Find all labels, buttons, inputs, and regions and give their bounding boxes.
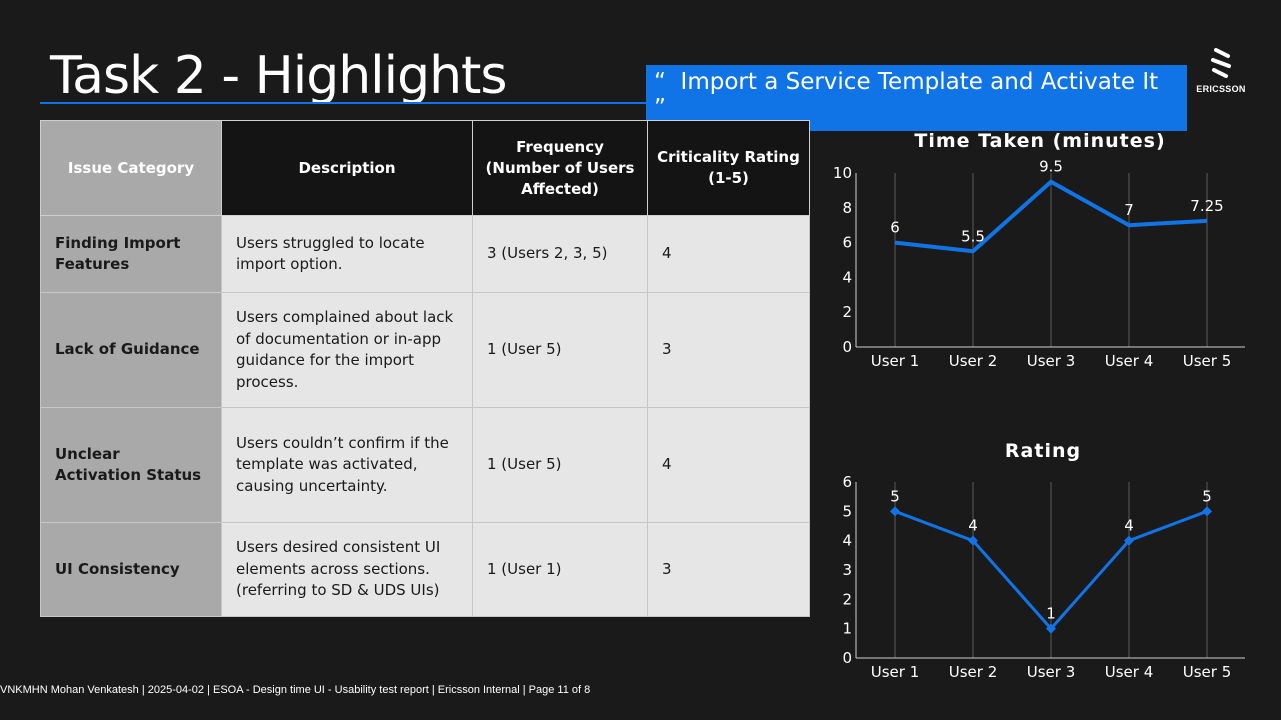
y-tick-label: 0 xyxy=(842,338,852,356)
data-point xyxy=(1202,506,1212,517)
header-criticality: Criticality Rating (1-5) xyxy=(647,120,810,216)
issues-table: Issue Category Description Frequency (Nu… xyxy=(40,120,810,617)
ericsson-logo: ERICSSON xyxy=(1196,48,1246,94)
cell-rating: 3 xyxy=(647,292,810,408)
y-tick-label: 8 xyxy=(842,199,852,217)
cell-description: Users desired consistent UI elements acr… xyxy=(221,522,473,617)
y-tick-label: 1 xyxy=(842,620,852,638)
series-line xyxy=(894,179,1208,254)
x-tick-label: User 5 xyxy=(1183,663,1232,681)
time-taken-chart: 0 2 4 6 8 10 User 1 User 2 User 3 User 4 User 5 6 5.… xyxy=(833,158,1245,370)
rating-chart-title: Rating xyxy=(1004,440,1082,462)
x-tick-label: User 2 xyxy=(949,352,998,370)
cell-category: Finding Import Features xyxy=(40,215,222,293)
data-label: 6 xyxy=(890,219,900,237)
time-chart-title: Time Taken (minutes) xyxy=(914,130,1166,152)
table-row: Finding Import Features Users struggled … xyxy=(40,215,810,293)
cell-rating: 3 xyxy=(647,522,810,617)
cell-description: Users couldn’t confirm if the template w… xyxy=(221,407,473,523)
table-row: Unclear Activation Status Users couldn’t… xyxy=(40,407,810,523)
x-tick-label: User 3 xyxy=(1027,663,1076,681)
x-tick-label: User 2 xyxy=(949,663,998,681)
x-tick-label: User 3 xyxy=(1027,352,1076,370)
y-tick-label: 0 xyxy=(842,649,852,667)
data-label: 7.25 xyxy=(1190,197,1223,215)
header-frequency: Frequency (Number of Users Affected) xyxy=(472,120,648,216)
y-tick-label: 6 xyxy=(842,234,852,252)
cell-frequency: 1 (User 5) xyxy=(472,292,648,408)
data-label: 5 xyxy=(890,487,900,505)
cell-category: Lack of Guidance xyxy=(40,292,222,408)
y-tick-label: 10 xyxy=(833,164,852,182)
page-title: Task 2 - Highlights xyxy=(50,46,508,106)
cell-rating: 4 xyxy=(647,215,810,293)
data-point xyxy=(890,506,900,517)
cell-frequency: 3 (Users 2, 3, 5) xyxy=(472,215,648,293)
footer-text: VNKMHN Mohan Venkatesh | 2025-04-02 | ES… xyxy=(0,684,591,696)
cell-category: UI Consistency xyxy=(40,522,222,617)
data-point xyxy=(968,535,978,546)
data-label: 9.5 xyxy=(1039,158,1063,176)
data-label: 4 xyxy=(1124,517,1134,535)
data-label: 4 xyxy=(968,517,978,535)
y-tick-label: 4 xyxy=(842,268,852,286)
data-point xyxy=(1124,535,1134,546)
header-issue-category: Issue Category xyxy=(40,120,222,216)
data-label: 1 xyxy=(1046,605,1056,623)
y-tick-label: 4 xyxy=(842,532,852,550)
data-label: 5.5 xyxy=(961,227,985,245)
header-description: Description xyxy=(221,120,473,216)
logo-wordmark: ERICSSON xyxy=(1196,84,1246,94)
table-row: UI Consistency Users desired consistent … xyxy=(40,522,810,617)
cell-frequency: 1 (User 1) xyxy=(472,522,648,617)
data-label: 5 xyxy=(1202,487,1212,505)
x-tick-label: User 4 xyxy=(1105,663,1154,681)
table-header-row: Issue Category Description Frequency (Nu… xyxy=(40,120,810,216)
cell-frequency: 1 (User 5) xyxy=(472,407,648,523)
cell-category: Unclear Activation Status xyxy=(40,407,222,523)
y-tick-label: 6 xyxy=(842,473,852,491)
y-tick-label: 3 xyxy=(842,561,852,579)
data-point xyxy=(1046,623,1056,634)
quote-text: Import a Service Template and Activate I… xyxy=(680,69,1159,95)
x-tick-label: User 5 xyxy=(1183,352,1232,370)
cell-rating: 4 xyxy=(647,407,810,523)
table-row: Lack of Guidance Users complained about … xyxy=(40,292,810,408)
ericsson-e-icon xyxy=(1211,48,1231,78)
cell-description: Users complained about lack of documenta… xyxy=(221,292,473,408)
rating-chart: 0 1 2 3 4 5 6 User 1 User 2 User 3 User 4 User 5 5 4 1… xyxy=(842,473,1245,681)
x-tick-label: User 1 xyxy=(871,663,920,681)
data-label: 7 xyxy=(1124,201,1134,219)
title-underline xyxy=(40,102,648,104)
cell-description: Users struggled to locate import option. xyxy=(221,215,473,293)
y-tick-label: 2 xyxy=(842,303,852,321)
quote-open-mark: “ xyxy=(654,69,666,95)
quote-close-mark: ” xyxy=(654,95,666,121)
x-tick-label: User 4 xyxy=(1105,352,1154,370)
y-tick-label: 5 xyxy=(842,502,852,520)
x-tick-label: User 1 xyxy=(871,352,920,370)
y-tick-label: 2 xyxy=(842,590,852,608)
